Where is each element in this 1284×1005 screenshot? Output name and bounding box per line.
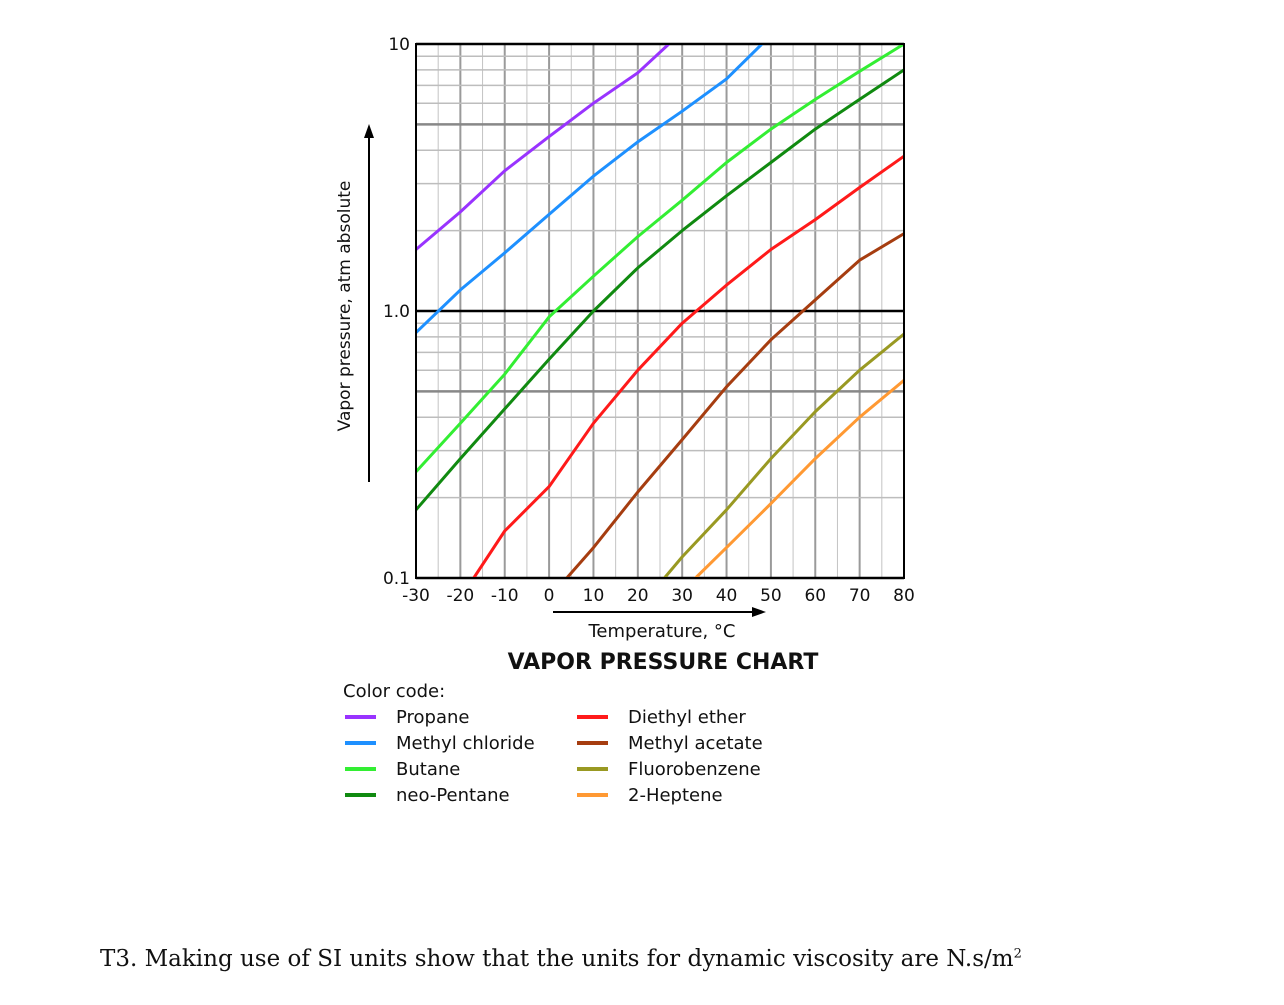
plot-frame [415, 43, 905, 579]
legend-label: 2-Heptene [628, 785, 723, 806]
legend-item: Propane [345, 707, 470, 728]
question-main: T3. Making use of SI units show that the… [100, 946, 1014, 972]
series-line-methyl-chloride [414, 42, 764, 334]
chart-title: VAPOR PRESSURE CHART [508, 650, 819, 675]
vapor-pressure-chart: 10 1.0 0.1 -30 -20 -10 0 10 20 30 40 50 60 70 80 Vapo… [335, 35, 915, 806]
y-tick-labels: 10 1.0 0.1 [383, 35, 410, 589]
legend-item: 2-Heptene [577, 785, 723, 806]
x-tick-label: 30 [671, 586, 693, 606]
y-tick-label: 0.1 [383, 569, 410, 589]
legend-item: Methyl chloride [345, 733, 535, 754]
legend-title: Color code: [343, 681, 445, 702]
series-line-diethyl-ether [472, 154, 905, 579]
x-tick-label: 50 [760, 586, 782, 606]
legend-label: Propane [396, 707, 470, 728]
series-line-propane [415, 42, 670, 251]
x-tick-label: 60 [804, 586, 826, 606]
series-line-2-heptene [694, 379, 905, 580]
y-axis-arrow [364, 124, 374, 482]
series-line-neo-pentane [414, 68, 905, 511]
x-tick-label: 40 [716, 586, 738, 606]
x-axis-arrow [553, 607, 766, 617]
x-tick-label: 80 [893, 586, 915, 606]
legend-label: Methyl acetate [628, 733, 763, 754]
grid [415, 42, 905, 580]
legend: Propane Methyl chloride Butane neo-Pentane D… [345, 707, 763, 806]
x-tick-label: 70 [849, 586, 871, 606]
legend-item: Methyl acetate [577, 733, 763, 754]
series-line-butane [414, 42, 905, 473]
x-axis-label: Temperature, °C [587, 621, 735, 642]
legend-label: Methyl chloride [396, 733, 535, 754]
legend-label: Fluorobenzene [628, 759, 761, 780]
series-lines [414, 42, 905, 580]
x-tick-labels: -30 -20 -10 0 10 20 30 40 50 60 70 80 [402, 586, 915, 606]
legend-item: Fluorobenzene [577, 759, 761, 780]
question-superscript: 2 [1013, 946, 1022, 962]
legend-label: neo-Pentane [396, 785, 510, 806]
x-tick-label: 20 [627, 586, 649, 606]
x-tick-label: 0 [544, 586, 555, 606]
y-axis-label: Vapor pressure, atm absolute [335, 181, 355, 432]
legend-label: Butane [396, 759, 460, 780]
x-tick-label: -30 [402, 586, 430, 606]
series-line-methyl-acetate [565, 232, 905, 579]
legend-item: Butane [345, 759, 460, 780]
x-tick-label: -20 [446, 586, 474, 606]
legend-label: Diethyl ether [628, 707, 746, 728]
y-tick-label: 1.0 [383, 302, 410, 322]
x-tick-label: 10 [583, 586, 605, 606]
question-text: T3. Making use of SI units show that the… [100, 946, 1022, 972]
legend-item: Diethyl ether [577, 707, 746, 728]
series-line-fluorobenzene [663, 332, 905, 579]
x-tick-label: -10 [491, 586, 519, 606]
y-tick-label: 10 [388, 35, 410, 55]
legend-item: neo-Pentane [345, 785, 510, 806]
